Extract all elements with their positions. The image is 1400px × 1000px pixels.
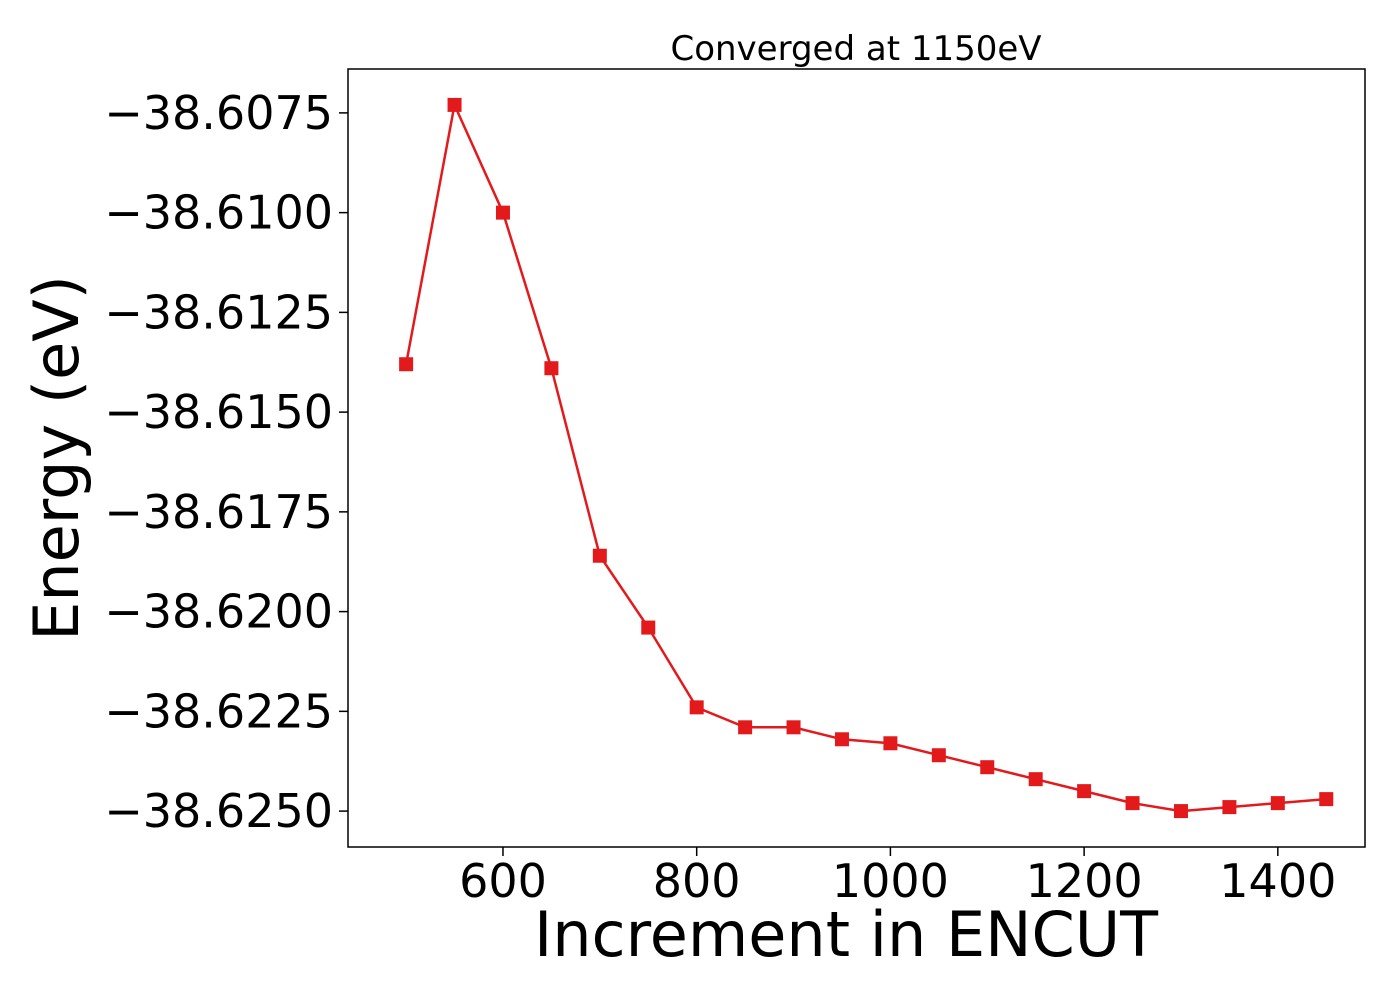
- data-point-marker: [399, 357, 414, 372]
- x-tick-label: 1400: [1219, 854, 1336, 908]
- data-point-marker: [689, 700, 704, 715]
- data-point-marker: [1125, 796, 1140, 811]
- data-point-marker: [834, 732, 849, 747]
- data-point-marker: [931, 748, 946, 763]
- data-point-marker: [544, 361, 559, 376]
- x-axis-ticks: 600 800 1000 1200 1400: [459, 847, 1336, 908]
- data-point-marker: [1028, 772, 1043, 787]
- y-tick-label: −38.6100: [104, 186, 333, 240]
- energy-series: [399, 97, 1334, 819]
- data-point-marker: [447, 97, 462, 112]
- chart-title: Converged at 1150eV: [670, 29, 1041, 69]
- y-tick-label: −38.6250: [104, 784, 333, 838]
- data-point-marker: [980, 760, 995, 775]
- x-tick-label: 800: [653, 854, 741, 908]
- y-axis-ticks: −38.6075 −38.6100 −38.6125 −38.6150 −38.6175…: [104, 86, 348, 838]
- data-point-marker: [1173, 804, 1188, 819]
- y-tick-label: −38.6200: [104, 585, 333, 639]
- data-point-marker: [1077, 784, 1092, 799]
- y-axis-title: Energy (eV): [20, 275, 93, 641]
- data-point-marker: [592, 548, 607, 563]
- y-tick-label: −38.6225: [104, 684, 333, 738]
- data-point-marker: [1319, 792, 1334, 807]
- x-tick-label: 600: [459, 854, 547, 908]
- data-point-marker: [1270, 796, 1285, 811]
- x-tick-label: 1200: [1026, 854, 1143, 908]
- series-line: [404, 100, 1327, 813]
- y-tick-label: −38.6075: [104, 86, 333, 140]
- data-point-marker: [641, 620, 656, 635]
- y-tick-label: −38.6125: [104, 285, 333, 339]
- y-tick-label: −38.6150: [104, 385, 333, 439]
- plot-area-frame: [347, 68, 1366, 848]
- data-point-marker: [1222, 800, 1237, 815]
- data-point-marker: [738, 720, 753, 735]
- x-axis-title: Increment in ENCUT: [534, 898, 1159, 971]
- x-tick-label: 1000: [832, 854, 949, 908]
- data-point-marker: [786, 720, 801, 735]
- y-tick-label: −38.6175: [104, 485, 333, 539]
- data-point-marker: [495, 205, 510, 220]
- data-point-marker: [883, 736, 898, 751]
